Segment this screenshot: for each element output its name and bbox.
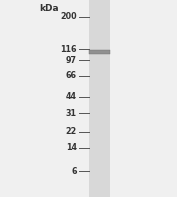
- Bar: [88, 0, 110, 197]
- Text: 97: 97: [66, 56, 77, 65]
- Text: 116: 116: [61, 45, 77, 54]
- Text: 66: 66: [66, 71, 77, 80]
- Text: kDa: kDa: [40, 4, 59, 13]
- Text: 44: 44: [66, 92, 77, 101]
- Text: 14: 14: [66, 143, 77, 152]
- Bar: [88, 50, 110, 54]
- Text: 22: 22: [66, 127, 77, 137]
- Text: 6: 6: [72, 167, 77, 176]
- Text: 200: 200: [60, 12, 77, 21]
- Text: 31: 31: [66, 109, 77, 118]
